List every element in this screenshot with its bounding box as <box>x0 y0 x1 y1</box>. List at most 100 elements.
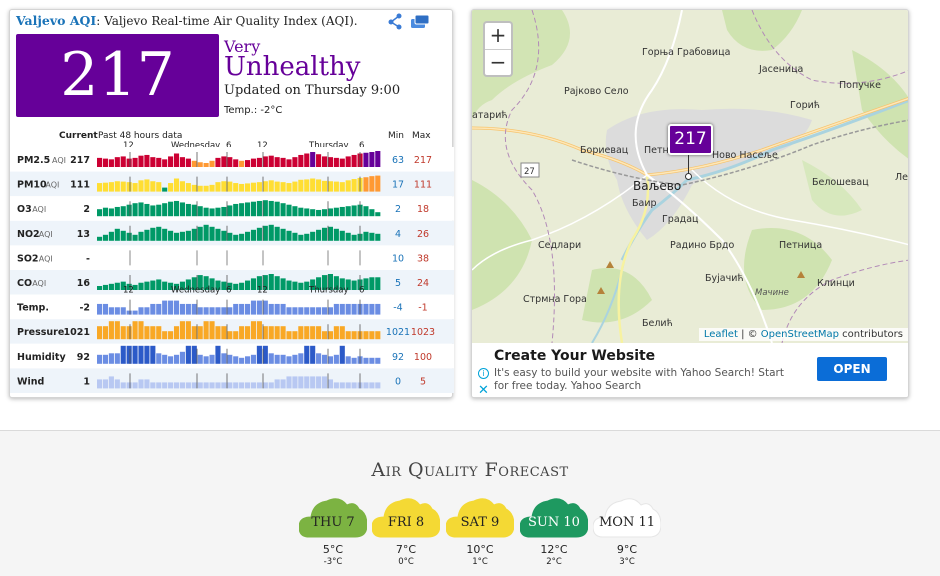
forecast-day[interactable]: THU 7 5°C -3°C <box>299 493 367 567</box>
row-label: NO2 <box>17 229 40 240</box>
place-label: Петница <box>779 240 822 251</box>
history-bar <box>168 382 174 389</box>
ad-close-icon[interactable]: ✕ <box>478 383 489 398</box>
history-bar <box>286 230 292 241</box>
place-label: Попучке <box>839 80 881 91</box>
history-bar <box>286 331 292 340</box>
history-bar <box>345 180 351 192</box>
history-bar <box>221 382 227 389</box>
history-bar <box>209 382 215 389</box>
history-bar <box>363 382 369 389</box>
history-bar <box>191 326 197 340</box>
history-bar <box>333 181 339 192</box>
history-bar <box>197 275 203 290</box>
history-bar <box>239 357 245 364</box>
history-bar <box>262 326 268 340</box>
history-bar <box>168 300 174 315</box>
time-axis-label: 6 <box>226 286 231 296</box>
zoom-out-button[interactable]: − <box>485 49 511 75</box>
history-bar <box>327 307 333 315</box>
history-bar <box>245 280 251 290</box>
history-bar <box>268 224 274 241</box>
ad-title[interactable]: Create Your Website <box>494 348 656 364</box>
history-bar <box>233 159 239 167</box>
row-min-value: 4 <box>395 229 401 240</box>
aqi-map-marker[interactable]: 217 <box>668 124 713 155</box>
history-bar <box>197 206 203 217</box>
history-bar <box>327 331 333 340</box>
history-bar <box>363 152 369 167</box>
history-bar <box>162 281 168 290</box>
map-zoom-control: + − <box>483 21 513 77</box>
history-bar <box>144 379 150 389</box>
forecast-low-temp: 1°C <box>472 557 488 567</box>
history-row-bg <box>10 245 454 270</box>
share-icon[interactable] <box>387 13 403 30</box>
forecast-low-temp: -3°C <box>323 557 343 567</box>
history-bar <box>274 157 280 167</box>
history-bar <box>298 179 304 192</box>
row-label-suffix: AQI <box>45 181 59 190</box>
forecast-high-temp: 5°C <box>322 543 344 556</box>
history-bar <box>179 382 185 389</box>
history-bar <box>268 326 274 340</box>
place-label: Мачине <box>755 288 789 298</box>
row-max-value: 217 <box>414 155 432 166</box>
forecast-day-label: MON 11 <box>598 515 656 530</box>
history-bar <box>233 303 239 315</box>
history-bar <box>209 321 215 340</box>
history-bar <box>150 345 156 364</box>
history-bar <box>173 300 180 315</box>
history-bar <box>215 326 221 340</box>
history-bar <box>173 178 180 192</box>
history-bar <box>209 307 215 315</box>
row-current-value: - <box>86 253 90 264</box>
history-bar <box>268 200 274 217</box>
peak-icon <box>597 287 605 294</box>
place-label: Градац <box>662 214 699 225</box>
history-bar <box>339 345 345 364</box>
history-bar <box>162 203 168 217</box>
ad-banner[interactable]: Create Your Website It's easy to build y… <box>472 343 908 398</box>
history-bar <box>197 354 203 364</box>
forecast-day[interactable]: MON 11 9°C 3°C <box>593 493 661 567</box>
osm-link[interactable]: OpenStreetMap <box>760 329 839 340</box>
forecast-day[interactable]: SAT 9 10°C 1°C <box>446 493 514 567</box>
history-bar <box>327 379 333 389</box>
history-bar <box>245 231 251 241</box>
history-bar <box>268 303 274 315</box>
history-bar <box>173 200 180 217</box>
history-bar <box>298 154 304 167</box>
history-bar <box>144 203 150 217</box>
row-label-suffix: AQI <box>52 156 66 165</box>
history-bar <box>168 282 174 290</box>
history-bar <box>369 357 375 364</box>
history-bar <box>197 226 203 241</box>
history-bar <box>203 382 209 389</box>
ad-info-icon[interactable]: i <box>478 368 489 379</box>
history-bar <box>144 307 150 315</box>
history-bar <box>274 303 280 315</box>
row-min-value: 92 <box>392 352 404 363</box>
history-bar <box>191 160 197 167</box>
ad-open-button[interactable]: OPEN <box>817 357 887 381</box>
map-layers-icon[interactable] <box>410 13 430 30</box>
history-bar <box>97 183 103 192</box>
current-column-header: Current <box>59 131 98 141</box>
history-bar <box>274 276 280 290</box>
forecast-day-label: SAT 9 <box>460 515 500 530</box>
forecast-day[interactable]: SUN 10 12°C 2°C <box>520 493 588 567</box>
history-bar <box>310 326 316 340</box>
zoom-in-button[interactable]: + <box>489 23 507 47</box>
history-bar <box>185 382 191 389</box>
history-bar <box>185 345 191 364</box>
row-min-value: 0 <box>395 376 401 387</box>
city-aqi-link[interactable]: Valjevo AQI <box>16 13 97 28</box>
time-axis-label: 6 <box>226 141 231 151</box>
card-subtitle: : Valjevo Real-time Air Quality Index (A… <box>96 14 358 28</box>
leaflet-link[interactable]: Leaflet <box>703 329 738 340</box>
history-bar <box>173 326 180 340</box>
history-bar <box>298 207 304 217</box>
forecast-day[interactable]: FRI 8 7°C 0°C <box>372 493 440 567</box>
history-bar <box>363 303 369 315</box>
